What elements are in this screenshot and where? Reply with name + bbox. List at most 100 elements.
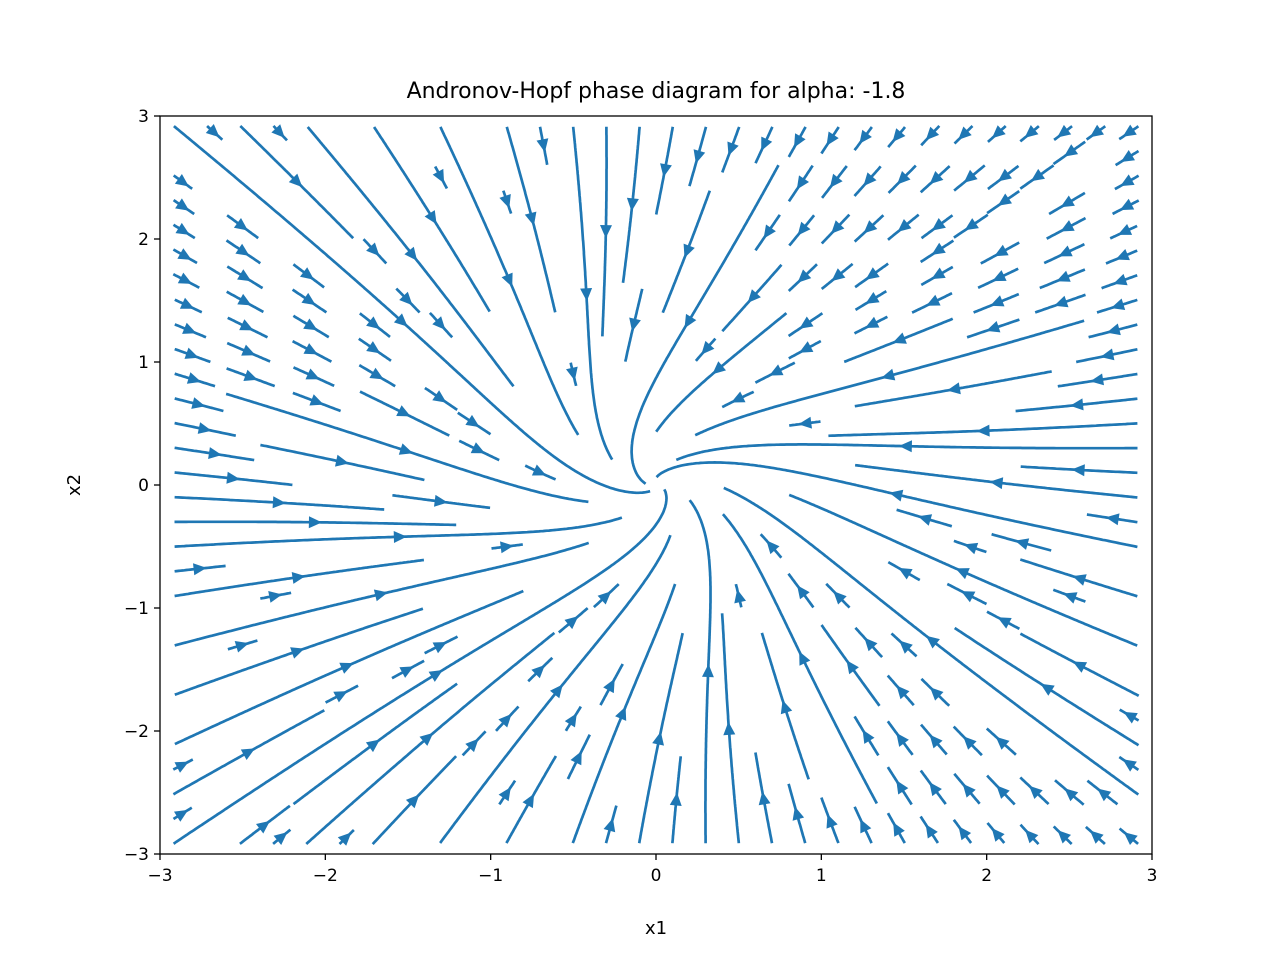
- x-axis: −3 −2 −1 0 1 2 3: [147, 854, 1157, 886]
- flow-arrow: [1090, 373, 1104, 386]
- flow-arrow: [702, 664, 714, 678]
- flow-arrow: [996, 785, 1010, 799]
- flow-arrow: [1115, 249, 1130, 261]
- flow-arrow: [197, 422, 212, 434]
- flow-arrow: [865, 267, 880, 280]
- flow-arrow: [701, 340, 715, 355]
- flow-arrow: [761, 136, 773, 151]
- flow-arrow: [863, 172, 877, 187]
- flow-arrow: [366, 242, 380, 256]
- flow-arrow: [962, 783, 976, 798]
- flow-arrow: [684, 313, 697, 329]
- flow-arrow: [929, 782, 942, 797]
- flow-arrow: [501, 272, 513, 287]
- flow-arrow: [550, 684, 563, 699]
- flow-arrow: [992, 270, 1007, 282]
- flow-arrow: [1120, 174, 1135, 187]
- flow-arrow: [366, 316, 381, 330]
- flow-arrow: [865, 316, 880, 328]
- flow-arrow: [798, 416, 812, 429]
- flow-arrow: [792, 806, 805, 821]
- flow-arrow: [234, 641, 249, 653]
- flow-arrow: [955, 568, 970, 580]
- flow-arrow: [470, 442, 485, 454]
- x-tick-label: −3: [147, 866, 172, 886]
- y-tick-label: 2: [138, 230, 149, 250]
- x-tick-label: 3: [1147, 866, 1158, 886]
- flow-arrow: [432, 168, 445, 184]
- flow-arrow: [399, 291, 413, 306]
- flow-arrow: [597, 591, 612, 605]
- flow-arrow: [309, 394, 324, 406]
- flow-arrow: [393, 313, 408, 327]
- flow-arrow: [398, 443, 413, 455]
- flow-arrow: [964, 218, 979, 231]
- flow-arrow: [1058, 245, 1073, 257]
- flow-arrow: [373, 589, 388, 602]
- y-axis-label: x2: [64, 474, 85, 496]
- flow-arrow: [989, 477, 1004, 490]
- flow-arrow: [570, 751, 582, 766]
- flow-arrow: [424, 210, 437, 225]
- flow-arrow: [1072, 574, 1087, 586]
- flow-arrow: [1106, 323, 1121, 336]
- flow-arrow: [712, 361, 726, 375]
- flow-arrow: [193, 563, 207, 576]
- plot-area: [159, 115, 1153, 855]
- flow-arrow: [833, 591, 847, 605]
- flow-arrow: [498, 713, 512, 728]
- flow-arrow: [1056, 270, 1071, 282]
- flow-arrow: [522, 793, 535, 809]
- flow-arrow: [1057, 124, 1072, 138]
- flow-arrow: [896, 732, 909, 747]
- flow-arrow: [727, 141, 739, 156]
- flow-arrow: [300, 267, 314, 280]
- flow-arrow: [177, 248, 192, 260]
- flow-arrow: [366, 341, 381, 354]
- flow-arrow: [826, 131, 839, 146]
- flow-arrow: [500, 541, 514, 554]
- flow-arrow: [1105, 513, 1120, 526]
- flow-arrow: [881, 368, 896, 381]
- flow-arrow: [723, 721, 736, 736]
- flow-arrow: [769, 364, 784, 376]
- flow-arrow: [404, 246, 418, 261]
- flow-arrow: [964, 542, 979, 555]
- flow-arrow: [925, 126, 940, 141]
- flow-arrow: [799, 651, 811, 666]
- flow-arrow: [1090, 830, 1104, 844]
- flow-arrow: [531, 464, 547, 476]
- x-tick-label: 0: [651, 866, 662, 886]
- flow-arrow: [1054, 295, 1069, 308]
- flow-arrow: [1063, 592, 1078, 604]
- flow-arrow: [498, 787, 511, 802]
- flow-arrow: [369, 367, 384, 380]
- flow-arrow: [734, 589, 746, 604]
- flow-arrow: [992, 125, 1006, 139]
- flow-arrow: [864, 637, 878, 652]
- flow-arrow: [799, 316, 814, 329]
- flow-arrow: [405, 794, 420, 809]
- flow-arrow: [564, 713, 577, 728]
- flow-arrow: [1057, 830, 1071, 844]
- flow-arrow: [179, 297, 195, 309]
- flow-arrow: [990, 295, 1005, 307]
- flow-arrow: [580, 288, 593, 302]
- flow-arrow: [177, 272, 193, 284]
- flow-arrow: [997, 193, 1012, 206]
- flow-arrow: [191, 397, 206, 409]
- y-tick-label: 0: [138, 476, 149, 496]
- flow-arrow: [931, 267, 946, 280]
- flow-arrow: [1100, 348, 1115, 361]
- flow-arrow: [1120, 150, 1135, 162]
- flow-arrow: [1064, 144, 1079, 157]
- flow-arrow: [889, 489, 904, 502]
- y-tick-label: −3: [124, 845, 149, 865]
- flow-arrow: [233, 218, 248, 231]
- flow-arrow: [998, 168, 1012, 182]
- flow-arrow: [239, 319, 254, 331]
- flow-arrow: [603, 818, 616, 833]
- flow-arrow: [419, 732, 434, 746]
- flow-arrow: [465, 414, 480, 428]
- flow-arrow: [930, 687, 944, 701]
